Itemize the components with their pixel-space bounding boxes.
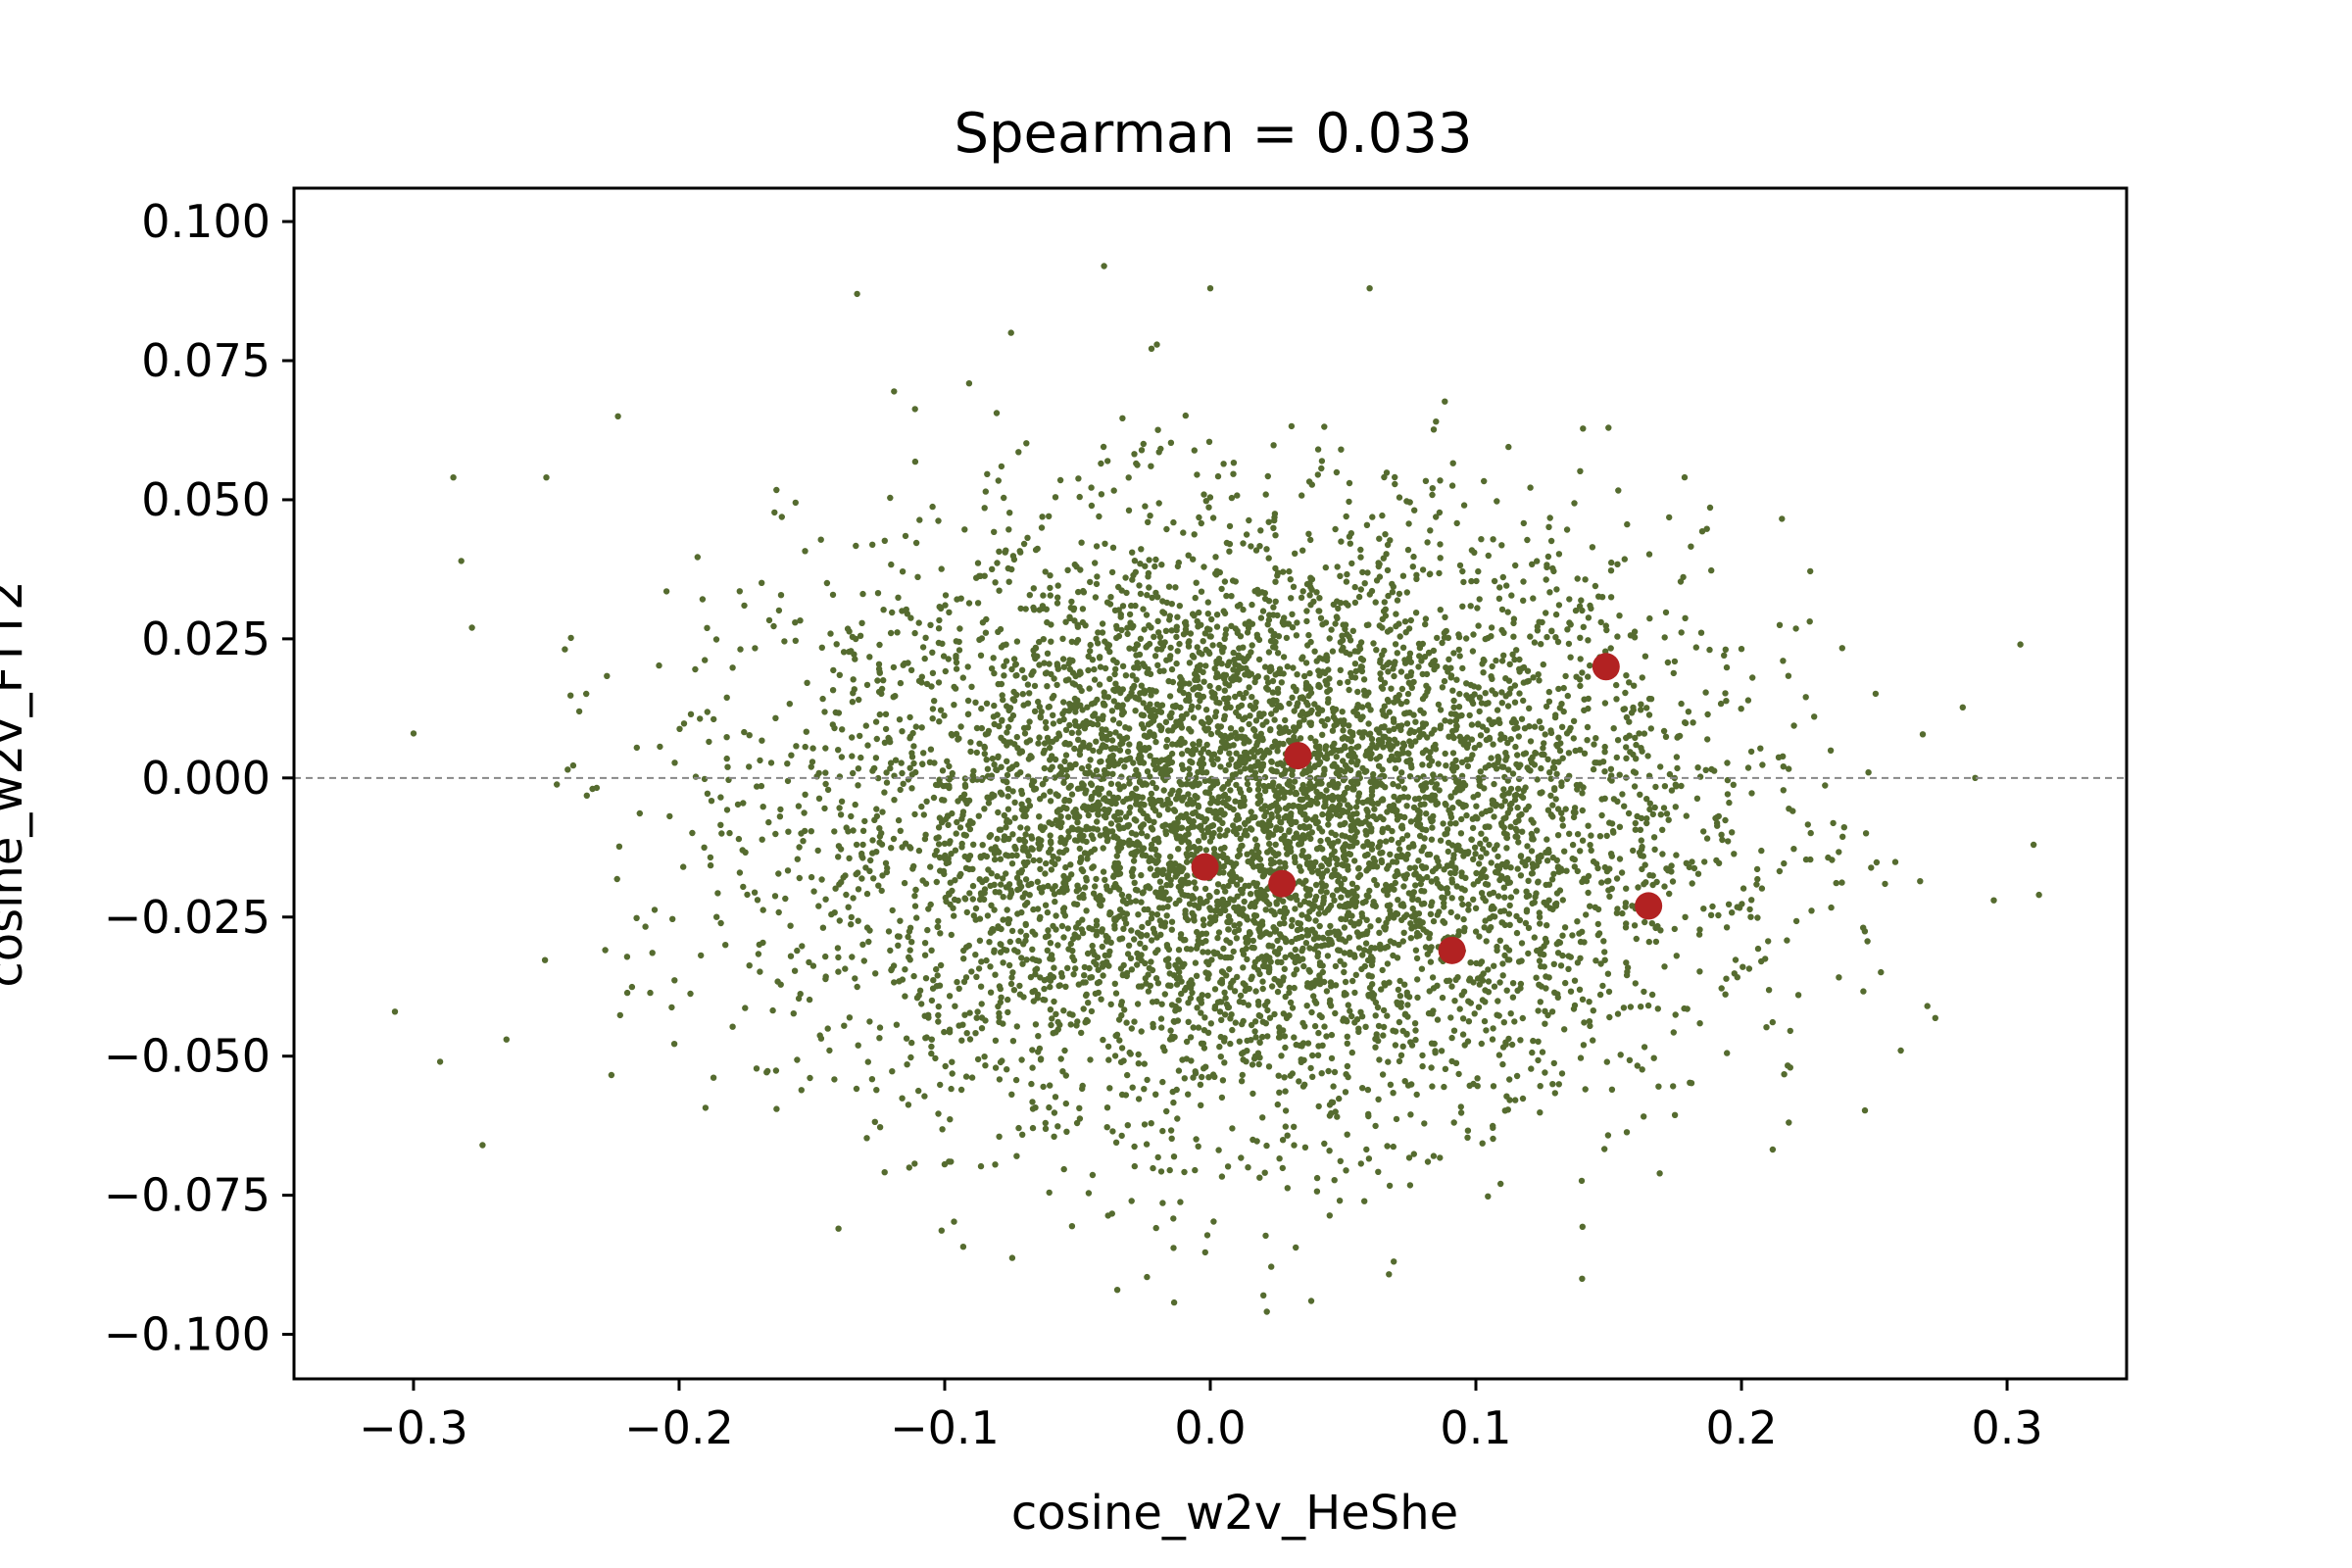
y-tick-label: −0.050 xyxy=(104,1030,270,1083)
chart-title: Spearman = 0.033 xyxy=(954,102,1472,166)
y-tick-label: 0.100 xyxy=(141,195,270,248)
x-tick-label: 0.0 xyxy=(1174,1401,1246,1454)
highlighted-point-2 xyxy=(1592,653,1620,681)
highlighted-point-3 xyxy=(1191,853,1219,881)
highlighted-point-6 xyxy=(1438,936,1466,964)
y-tick-label: 0.050 xyxy=(141,473,270,526)
y-axis-ticks: 0.100 0.075 0.050 0.025 0.000 −0.025 −0.050 −0.… xyxy=(104,195,294,1361)
y-tick-label: −0.075 xyxy=(104,1169,270,1222)
y-tick-label: −0.025 xyxy=(104,891,270,944)
x-tick-label: −0.2 xyxy=(624,1401,734,1454)
x-tick-label: −0.1 xyxy=(890,1401,1000,1454)
highlighted-point-1 xyxy=(1284,742,1312,770)
y-tick-label: −0.100 xyxy=(104,1308,270,1361)
x-tick-label: −0.3 xyxy=(359,1401,468,1454)
highlighted-point-4 xyxy=(1268,869,1297,898)
background-point-cloud xyxy=(391,263,2042,1315)
y-axis-label: cosine_w2v_FTT2 xyxy=(0,580,33,987)
y-tick-label: 0.025 xyxy=(141,612,270,665)
x-axis-ticks: −0.3 −0.2 −0.1 0.0 0.1 0.2 0.3 xyxy=(359,1379,2043,1454)
x-tick-label: 0.3 xyxy=(1971,1401,2042,1454)
x-tick-label: 0.2 xyxy=(1705,1401,1777,1454)
x-axis-label: cosine_w2v_HeShe xyxy=(1011,1486,1458,1541)
background-points xyxy=(391,263,2042,1315)
y-tick-label: 0.075 xyxy=(141,334,270,387)
highlighted-point-5 xyxy=(1635,892,1663,920)
highlighted-points xyxy=(1191,653,1663,964)
x-tick-label: 0.1 xyxy=(1440,1401,1511,1454)
y-tick-label: 0.000 xyxy=(141,752,270,805)
